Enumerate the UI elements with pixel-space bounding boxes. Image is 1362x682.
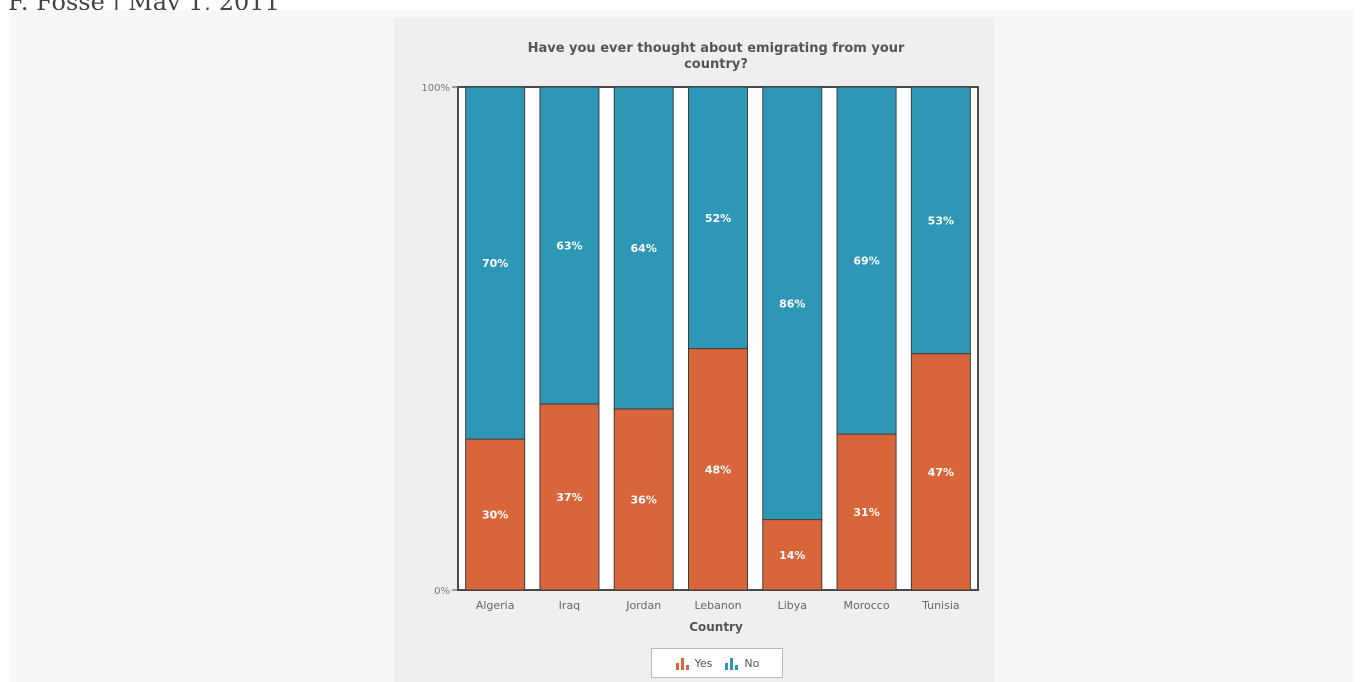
x-tick-label: Algeria [476,599,515,612]
x-tick-label: Tunisia [921,599,960,612]
legend-label-yes: Yes [695,657,713,670]
chart-title-line: Have you ever thought about emigrating f… [528,41,905,56]
y-tick-label: 0% [434,586,450,597]
data-label-yes-tunisia: 47% [928,466,954,479]
x-tick-label: Iraq [559,599,581,612]
x-axis-label: Country [689,620,743,634]
bar-chart-icon [675,657,690,670]
plot-area: 30% 70% 37% 63% 36% 64% 48% 52% 14% 86% 31% 69% 47% 5… [458,87,978,590]
data-label-no-iraq: 63% [556,239,582,252]
data-label-no-tunisia: 53% [928,214,954,227]
chart-title-line: country? [684,57,748,72]
x-tick-label: Lebanon [694,599,741,612]
data-label-no-lebanon: 52% [705,212,731,225]
y-axis-ticks: 0% 100% [421,83,458,597]
data-label-yes-libya: 14% [779,549,805,562]
y-tick-label: 100% [421,83,450,94]
data-label-no-libya: 86% [779,297,805,310]
data-label-no-algeria: 70% [482,257,508,270]
x-tick-label: Morocco [844,599,890,612]
data-label-no-morocco: 69% [853,255,879,268]
x-tick-label: Libya [778,599,807,612]
data-label-yes-jordan: 36% [631,493,657,506]
legend-label-no: No [744,657,759,670]
bar-chart-icon [724,657,739,670]
legend-item-yes[interactable]: Yes [675,657,713,670]
data-label-yes-lebanon: 48% [705,463,731,476]
data-label-yes-algeria: 30% [482,509,508,522]
chart-legend[interactable]: Yes No [651,648,783,678]
legend-item-no[interactable]: No [724,657,759,670]
data-label-yes-morocco: 31% [853,506,879,519]
data-label-yes-iraq: 37% [556,491,582,504]
x-axis-ticks: Algeria Iraq Jordan Lebanon Libya Morocco Tuni… [476,599,960,612]
data-label-no-jordan: 64% [631,242,657,255]
x-tick-label: Jordan [625,599,661,612]
chart-title: Have you ever thought about emigrating f… [528,41,905,72]
